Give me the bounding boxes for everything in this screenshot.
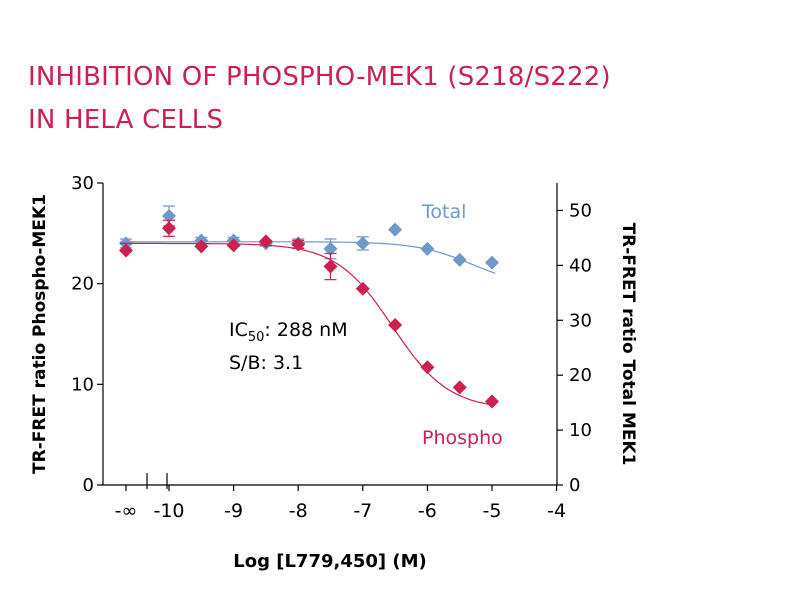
x-tick-label: -∞	[115, 500, 138, 522]
phospho-data-point	[258, 234, 273, 249]
phospho-data-point	[226, 238, 241, 253]
phospho-data-point	[162, 221, 176, 236]
phospho-data-point	[323, 259, 338, 274]
x-tick-label: -4	[547, 500, 566, 522]
right-y-tick-label: 10	[569, 420, 592, 441]
right-y-tick-label: 30	[569, 310, 592, 331]
left-y-axis-label: TR-FRET ratio Phospho-MEK1	[30, 194, 50, 474]
left-y-tick-label: 0	[83, 475, 94, 496]
right-y-tick-label: 20	[569, 365, 592, 386]
total-fit-curve	[120, 241, 496, 274]
right-y-tick-label: 50	[569, 200, 592, 221]
right-y-tick-label: 0	[569, 475, 580, 496]
x-axis-label: Log [L779,450] (M)	[233, 551, 427, 572]
right-y-axis-label: TR-FRET ratio Total MEK1	[618, 223, 638, 466]
phospho-data-point	[388, 317, 403, 332]
right-y-tick-label: 40	[569, 255, 592, 276]
left-y-tick-label: 20	[71, 274, 94, 295]
x-tick-label: -10	[153, 500, 184, 522]
chart-title-line-1: INHIBITION OF PHOSPHO-MEK1 (S218/S222)	[28, 62, 611, 92]
phospho-data-point	[452, 380, 467, 395]
total-data-point	[388, 222, 403, 237]
total-data-point	[420, 241, 435, 256]
x-tick-label: -5	[483, 500, 502, 522]
x-tick-label: -7	[353, 500, 372, 522]
total-data-point	[485, 255, 499, 270]
total-data-point	[323, 241, 338, 256]
phospho-data-point	[355, 281, 370, 296]
left-y-tick-label: 10	[71, 374, 94, 395]
signal-to-background-annotation: S/B: 3.1	[229, 352, 303, 374]
phospho-data-point	[291, 237, 306, 252]
series-label-total: Total	[421, 201, 466, 223]
x-tick-label: -9	[224, 500, 243, 522]
total-data-point	[162, 208, 176, 223]
x-tick-label: -8	[289, 500, 308, 522]
chart-title-line-2: IN HELA CELLS	[28, 105, 224, 135]
left-y-tick-label: 30	[71, 173, 94, 194]
phospho-data-point	[194, 239, 209, 254]
phospho-data-point	[119, 243, 133, 258]
series-label-phospho: Phospho	[422, 427, 503, 449]
phospho-data-point	[420, 360, 435, 375]
total-data-point	[452, 252, 467, 267]
total-data-point	[355, 236, 370, 251]
phospho-data-point	[485, 394, 499, 409]
ic50-annotation: IC50: 288 nM	[229, 319, 348, 345]
x-tick-label: -6	[418, 500, 437, 522]
